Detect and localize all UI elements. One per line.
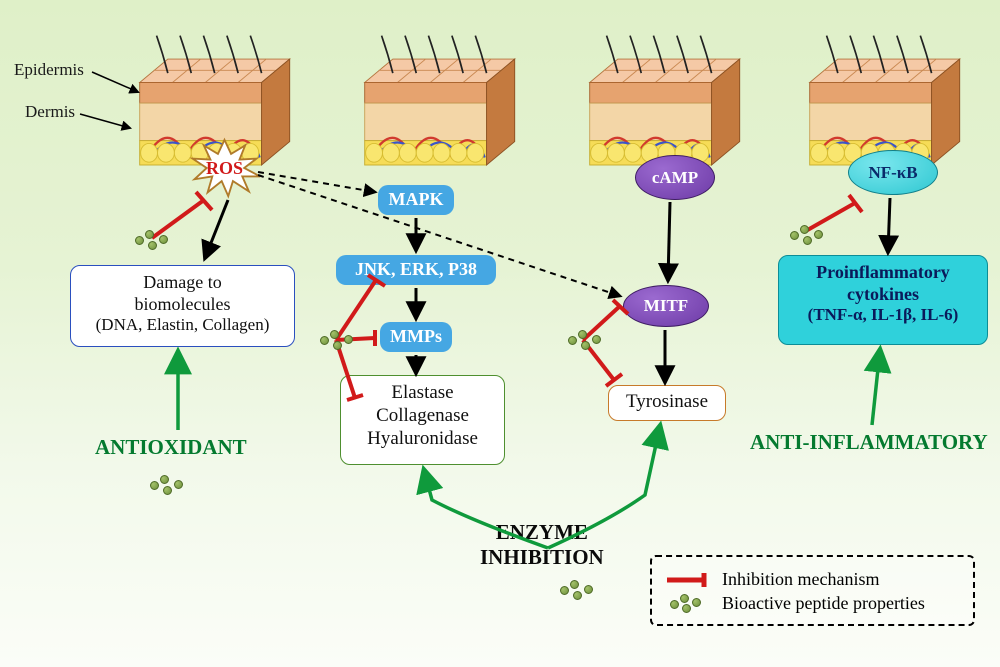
- legend-row-inhibit: Inhibition mechanism: [664, 569, 961, 590]
- legend-peptide-label: Bioactive peptide properties: [722, 593, 925, 614]
- legend-box: Inhibition mechanism Bioactive peptide p…: [650, 555, 975, 626]
- legend-inhibit-label: Inhibition mechanism: [722, 569, 879, 590]
- peptide-icon: [664, 592, 712, 614]
- inhibit-icon: [664, 571, 712, 589]
- legend-row-peptide: Bioactive peptide properties: [664, 592, 961, 614]
